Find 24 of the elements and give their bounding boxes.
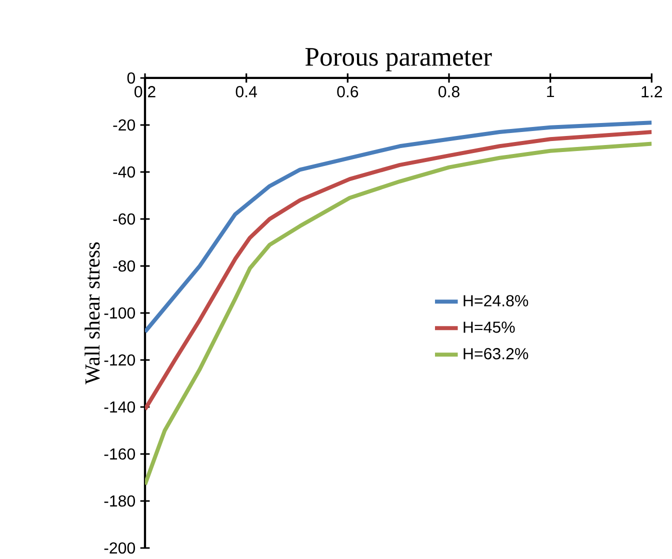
y-tick-label: -100 [104,307,136,319]
y-tick-label: -200 [104,542,136,554]
y-tick-label: -140 [104,401,136,413]
legend-label: H=24.8% [464,295,528,306]
y-axis-title: Wall shear stress [84,242,100,384]
x-tick-label: 0.6 [337,86,358,98]
y-tick-label: -40 [113,166,136,178]
x-tick-label: 1 [547,86,554,98]
x-tick-label: 0.4 [236,86,257,98]
y-tick-label: -80 [113,260,136,272]
line-series [145,120,652,334]
x-tick-label: 0.8 [438,86,460,98]
line-series [145,142,652,487]
y-tick-label: 0 [127,72,136,84]
y-tick-label: -180 [104,495,136,507]
y-tick-label: -120 [104,354,136,366]
legend-label: H=63.2% [464,348,528,360]
y-tick-label: -60 [113,213,136,225]
x-tick-label: 1.2 [642,86,662,98]
y-tick-label: -20 [113,119,136,131]
legend-label: H=45% [464,322,515,333]
x-axis-title: Porous parameter [305,48,492,72]
y-tick-label: -160 [104,448,136,460]
line-series [145,130,652,412]
